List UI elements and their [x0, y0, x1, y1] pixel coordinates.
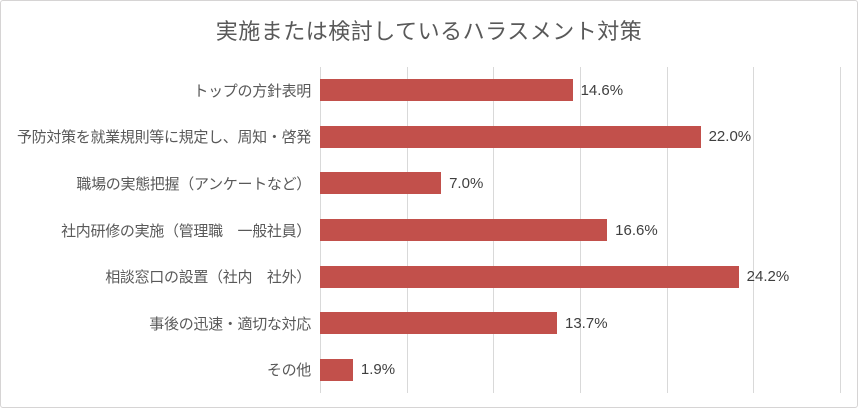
bar-row: 職場の実態把握（アンケートなど） 7.0%	[1, 160, 839, 207]
bar-row: トップの方針表明 14.6%	[1, 67, 839, 114]
bar-consultation-desk	[320, 265, 739, 288]
bar-value-label: 14.6%	[580, 81, 624, 99]
category-label: その他	[266, 362, 311, 380]
bar-value-label: 13.7%	[565, 314, 608, 332]
category-label: 予防対策を就業規則等に規定し、周知・啓発	[16, 129, 311, 147]
bar-top-policy	[320, 79, 573, 102]
chart-title: 実施または検討しているハラスメント対策	[215, 19, 643, 44]
bar-value-label: 16.6%	[615, 221, 658, 239]
bar-prompt-response	[320, 312, 557, 335]
category-label: トップの方針表明	[193, 82, 311, 100]
x-gridline-25	[753, 67, 755, 393]
bar-value-label: 24.2%	[746, 268, 790, 286]
bar-internal-training	[320, 219, 608, 242]
bar-row: その他 1.9%	[1, 346, 839, 393]
bar-value-label: 7.0%	[449, 174, 484, 192]
category-label: 相談窓口の設置（社内 社外）	[105, 269, 311, 287]
bar-rows: トップの方針表明 14.6% 予防対策を就業規則等に規定し、周知・啓発 22.0…	[1, 67, 839, 393]
bar-row: 予防対策を就業規則等に規定し、周知・啓発 22.0%	[1, 114, 839, 161]
category-label: 社内研修の実施（管理職 一般社員）	[61, 222, 311, 240]
bar-row: 社内研修の実施（管理職 一般社員） 16.6%	[1, 207, 839, 254]
bar-workplace-survey	[320, 172, 442, 195]
category-label: 事後の迅速・適切な対応	[149, 315, 311, 333]
category-label: 職場の実態把握（アンケートなど）	[76, 175, 311, 193]
bar-value-label: 22.0%	[708, 128, 752, 146]
x-gridline-20	[666, 67, 668, 393]
x-gridline-30	[840, 67, 841, 393]
bar-value-label: 1.9%	[360, 361, 396, 379]
bar-other	[320, 358, 353, 381]
bar-row: 事後の迅速・適切な対応 13.7%	[1, 300, 839, 347]
bar-work-rules	[320, 125, 701, 148]
bar-row: 相談窓口の設置（社内 社外） 24.2%	[1, 253, 839, 300]
